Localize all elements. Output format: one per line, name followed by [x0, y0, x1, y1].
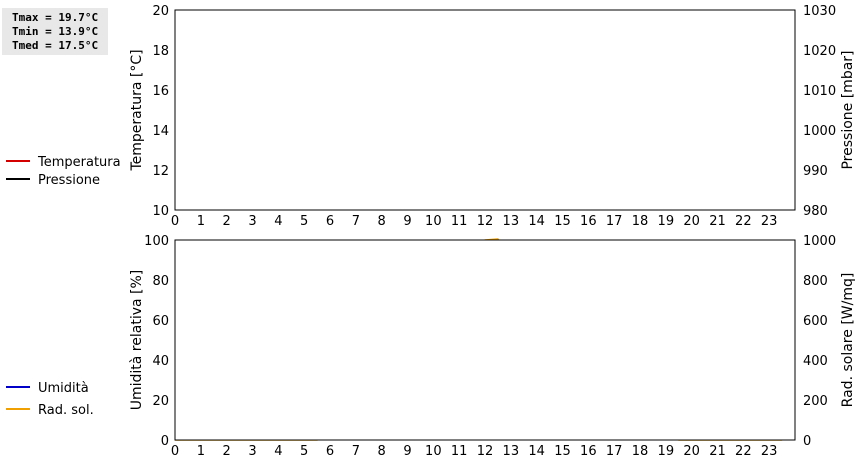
x-tick-label: 18 — [632, 444, 649, 459]
y-tick-label-left: 100 — [144, 234, 169, 249]
x-tick-label: 7 — [352, 444, 360, 459]
x-tick-label: 12 — [477, 444, 494, 459]
x-tick-label: 8 — [378, 214, 386, 229]
x-tick-label: 11 — [451, 214, 468, 229]
y-tick-label-left: 12 — [152, 164, 169, 179]
x-tick-label: 13 — [503, 444, 520, 459]
legend-bottom: Umidità Rad. sol. — [6, 381, 94, 418]
x-tick-label: 2 — [223, 444, 231, 459]
humidity-radiation-chart: 0 1 2 3 4 5 6 7 8 9 10 11 12 13 14 15 16 17 18 19 20 21 22 2302… — [129, 234, 856, 459]
x-tick-label: 20 — [683, 214, 700, 229]
y-tick-label-right: 0 — [803, 434, 811, 449]
x-tick-label: 1 — [197, 214, 205, 229]
x-tick-label: 10 — [425, 214, 442, 229]
x-tick-label: 4 — [274, 214, 282, 229]
y-tick-label-right: 990 — [803, 164, 828, 179]
y-tick-label-right: 200 — [803, 394, 828, 409]
x-tick-label: 14 — [528, 444, 545, 459]
y-tick-label-left: 16 — [152, 84, 169, 99]
y-tick-label-left: 20 — [152, 4, 169, 19]
x-tick-label: 22 — [735, 444, 752, 459]
ticks-bottom: 0 1 2 3 4 5 6 7 8 9 10 11 12 13 14 15 16 17 18 19 20 21 22 2302… — [144, 234, 836, 459]
y-tick-label-left: 14 — [152, 124, 169, 139]
ticks-top: 0 1 2 3 4 5 6 7 8 9 10 11 12 13 14 15 16 17 18 19 20 21 22 2310… — [152, 4, 836, 229]
x-tick-label: 6 — [326, 214, 334, 229]
y-tick-label-right: 980 — [803, 204, 828, 219]
y-tick-label-right: 800 — [803, 274, 828, 289]
x-tick-label: 2 — [223, 214, 231, 229]
stats-box: Tmax = 19.7°C Tmin = 13.9°C Tmed = 17.5°… — [2, 8, 108, 55]
x-tick-label: 7 — [352, 214, 360, 229]
x-tick-label: 12 — [477, 214, 494, 229]
y-tick-label-right: 1000 — [803, 234, 836, 249]
y-axis-label-radiation: Rad. solare [W/mq] — [840, 273, 856, 408]
x-tick-label: 19 — [658, 444, 675, 459]
x-tick-label: 0 — [171, 214, 179, 229]
y-tick-label-left: 60 — [152, 314, 169, 329]
stats-tmed: Tmed = 17.5°C — [12, 39, 98, 52]
x-tick-label: 14 — [528, 214, 545, 229]
y-tick-label-right: 600 — [803, 314, 828, 329]
y-axis-label-humidity: Umidità relativa [%] — [129, 270, 145, 411]
x-tick-label: 9 — [403, 444, 411, 459]
x-tick-label: 17 — [606, 214, 623, 229]
legend-label-pressione: Pressione — [38, 173, 100, 188]
y-tick-label-left: 10 — [152, 204, 169, 219]
x-tick-label: 0 — [171, 444, 179, 459]
x-tick-label: 13 — [503, 214, 520, 229]
y-tick-label-left: 80 — [152, 274, 169, 289]
x-tick-label: 5 — [300, 444, 308, 459]
x-tick-label: 19 — [658, 214, 675, 229]
x-tick-label: 1 — [197, 444, 205, 459]
x-tick-label: 16 — [580, 214, 597, 229]
legend-label-umidita: Umidità — [38, 381, 89, 396]
y-tick-label-right: 400 — [803, 354, 828, 369]
x-tick-label: 21 — [709, 444, 726, 459]
x-tick-label: 3 — [248, 214, 256, 229]
x-tick-label: 23 — [761, 214, 778, 229]
y-tick-label-left: 0 — [161, 434, 169, 449]
x-tick-label: 15 — [554, 444, 571, 459]
plot-frame — [174, 239, 796, 441]
x-tick-label: 21 — [709, 214, 726, 229]
x-tick-label: 9 — [403, 214, 411, 229]
y-tick-label-left: 40 — [152, 354, 169, 369]
plot-frame — [174, 9, 796, 211]
x-tick-label: 18 — [632, 214, 649, 229]
x-tick-label: 23 — [761, 444, 778, 459]
x-tick-label: 3 — [248, 444, 256, 459]
x-tick-label: 5 — [300, 214, 308, 229]
x-tick-label: 10 — [425, 444, 442, 459]
y-tick-label-left: 18 — [152, 44, 169, 59]
y-axis-label-temperature: Temperatura [°C] — [129, 49, 145, 171]
y-tick-label-right: 1020 — [803, 44, 836, 59]
temperature-pressure-chart: 0 1 2 3 4 5 6 7 8 9 10 11 12 13 14 15 16 17 18 19 20 21 22 2310… — [129, 4, 856, 229]
y-tick-label-right: 1030 — [803, 4, 836, 19]
legend-label-radiazione: Rad. sol. — [38, 403, 94, 418]
x-tick-label: 17 — [606, 444, 623, 459]
x-tick-label: 15 — [554, 214, 571, 229]
stats-tmax: Tmax = 19.7°C — [12, 11, 98, 24]
x-tick-label: 6 — [326, 444, 334, 459]
stats-tmin: Tmin = 13.9°C — [12, 25, 98, 38]
y-tick-label-left: 20 — [152, 394, 169, 409]
x-tick-label: 4 — [274, 444, 282, 459]
x-tick-label: 20 — [683, 444, 700, 459]
legend-top: Temperatura Pressione — [6, 155, 121, 188]
x-tick-label: 8 — [378, 444, 386, 459]
legend-label-temperatura: Temperatura — [37, 155, 121, 170]
x-tick-label: 11 — [451, 444, 468, 459]
y-tick-label-right: 1010 — [803, 84, 836, 99]
x-tick-label: 16 — [580, 444, 597, 459]
y-tick-label-right: 1000 — [803, 124, 836, 139]
y-axis-label-pressure: Pressione [mbar] — [840, 50, 856, 169]
x-tick-label: 22 — [735, 214, 752, 229]
stats-box-bg — [2, 8, 108, 55]
